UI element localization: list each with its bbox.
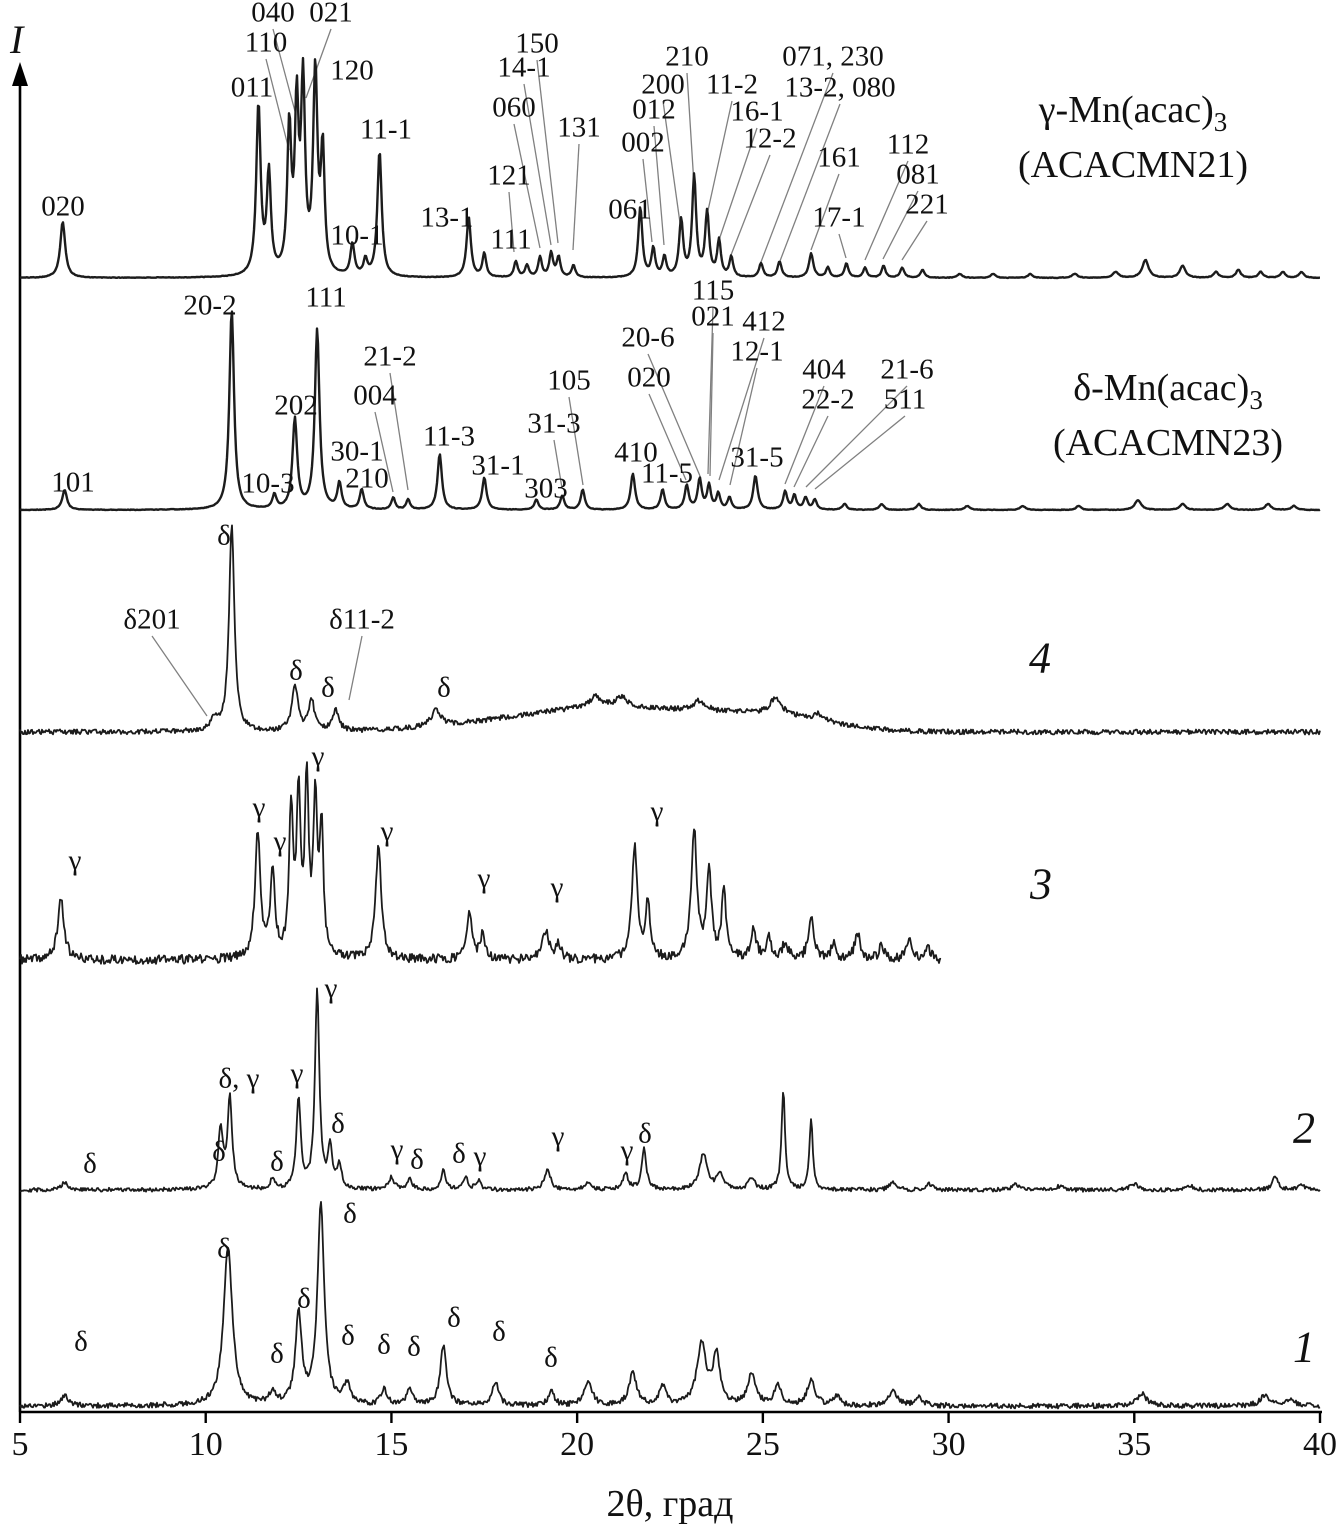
trace-gamma_calc <box>19 56 1321 280</box>
leader-line <box>729 367 758 486</box>
leader-line <box>523 83 552 246</box>
leader-line <box>553 439 563 489</box>
leader-line <box>838 233 847 259</box>
leader-line <box>647 353 701 477</box>
leader-line <box>648 393 687 481</box>
leader-line <box>730 154 771 256</box>
leader-line <box>814 415 906 490</box>
leader-line <box>706 100 733 216</box>
leader-line <box>374 411 394 493</box>
leader-line <box>805 385 908 488</box>
leader-line <box>662 100 682 231</box>
leader-line <box>572 143 580 251</box>
trace-curve4 <box>19 524 1321 736</box>
leader-line <box>536 59 559 244</box>
y-axis-label: I <box>10 17 24 62</box>
leader-line <box>508 191 515 253</box>
leader-line <box>513 123 541 249</box>
leader-line <box>265 58 290 151</box>
leader-line <box>151 635 208 717</box>
leader-line <box>642 158 653 243</box>
trace-curve1 <box>19 1201 1321 1410</box>
leader-line <box>793 415 829 488</box>
leader-line <box>709 332 714 477</box>
leader-line <box>272 28 297 116</box>
leader-line <box>686 72 695 186</box>
trace-delta_calc <box>19 310 1321 512</box>
leader-line <box>718 337 765 481</box>
trace-curve2 <box>19 987 1321 1193</box>
leader-line <box>901 220 928 261</box>
leader-line <box>779 103 841 262</box>
y-axis-arrow-icon <box>12 62 28 86</box>
trace-curve3 <box>19 761 942 965</box>
leader-line <box>760 72 834 263</box>
leader-line <box>864 160 909 261</box>
leader-line <box>718 127 758 241</box>
leader-line <box>348 635 363 701</box>
x-axis-label: 2θ, град <box>606 1483 734 1525</box>
leader-line <box>810 173 840 251</box>
leader-line <box>305 28 332 99</box>
leader-line <box>882 190 919 260</box>
leader-line <box>653 125 665 246</box>
leader-line <box>389 372 409 491</box>
leader-line <box>568 396 584 486</box>
leader-line <box>707 306 714 475</box>
leader-line <box>784 385 825 485</box>
